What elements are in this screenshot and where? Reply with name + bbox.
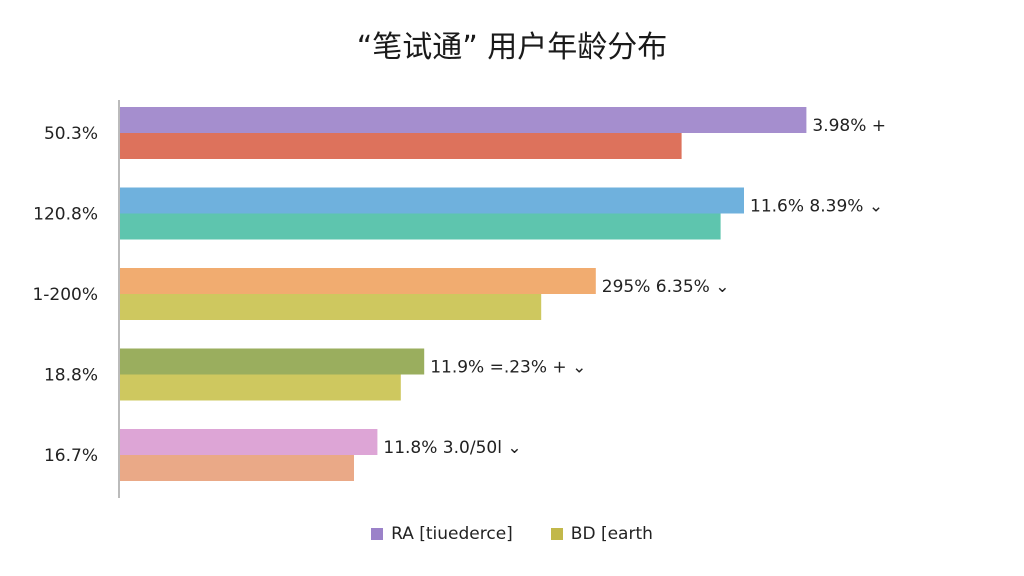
bar-3-series-1[interactable]	[120, 268, 596, 294]
legend-swatch-series-1	[371, 528, 384, 540]
bar-2-series-2[interactable]	[120, 213, 721, 240]
bars-layer	[120, 107, 807, 481]
category-label-4: 18.8%	[44, 366, 98, 386]
bar-4-series-1[interactable]	[120, 348, 425, 375]
legend-label-series-2: BD [earth	[570, 524, 653, 544]
legend-item-series-2[interactable]: BD [earth	[550, 524, 653, 544]
legend-label-series-1: RA [tiuederce]	[391, 524, 513, 544]
category-label-5: 16.7%	[44, 446, 98, 466]
labels-layer: 50.3% 3.98% + 120.8% 11.6% 8.39% ⌄ 1-200% 295…	[32, 116, 886, 466]
chart-title: “笔试通” 用户年龄分布	[356, 30, 668, 65]
data-label-1: 3.98% +	[812, 116, 886, 136]
bar-3-series-2[interactable]	[120, 294, 542, 320]
category-label-1: 50.3%	[44, 124, 98, 144]
legend-item-series-1[interactable]: RA [tiuederce]	[371, 524, 513, 544]
data-label-2: 11.6% 8.39% ⌄	[750, 197, 883, 217]
bar-2-series-1[interactable]	[120, 187, 744, 214]
data-label-3: 295% 6.35% ⌄	[602, 277, 730, 297]
legend-swatch-series-2	[550, 528, 563, 540]
category-label-3: 1-200%	[32, 285, 98, 305]
data-label-5: 11.8% 3.0/50l ⌄	[383, 438, 521, 458]
bar-1-series-1[interactable]	[120, 107, 807, 133]
bar-5-series-1[interactable]	[120, 429, 378, 455]
data-label-4: 11.9% =.23% + ⌄	[430, 358, 586, 378]
category-label-2: 120.8%	[33, 205, 98, 225]
bar-5-series-2[interactable]	[120, 455, 354, 481]
bar-1-series-2[interactable]	[120, 133, 682, 159]
bar-4-series-2[interactable]	[120, 374, 401, 401]
legend: RA [tiuederce] BD [earth	[0, 524, 1024, 544]
